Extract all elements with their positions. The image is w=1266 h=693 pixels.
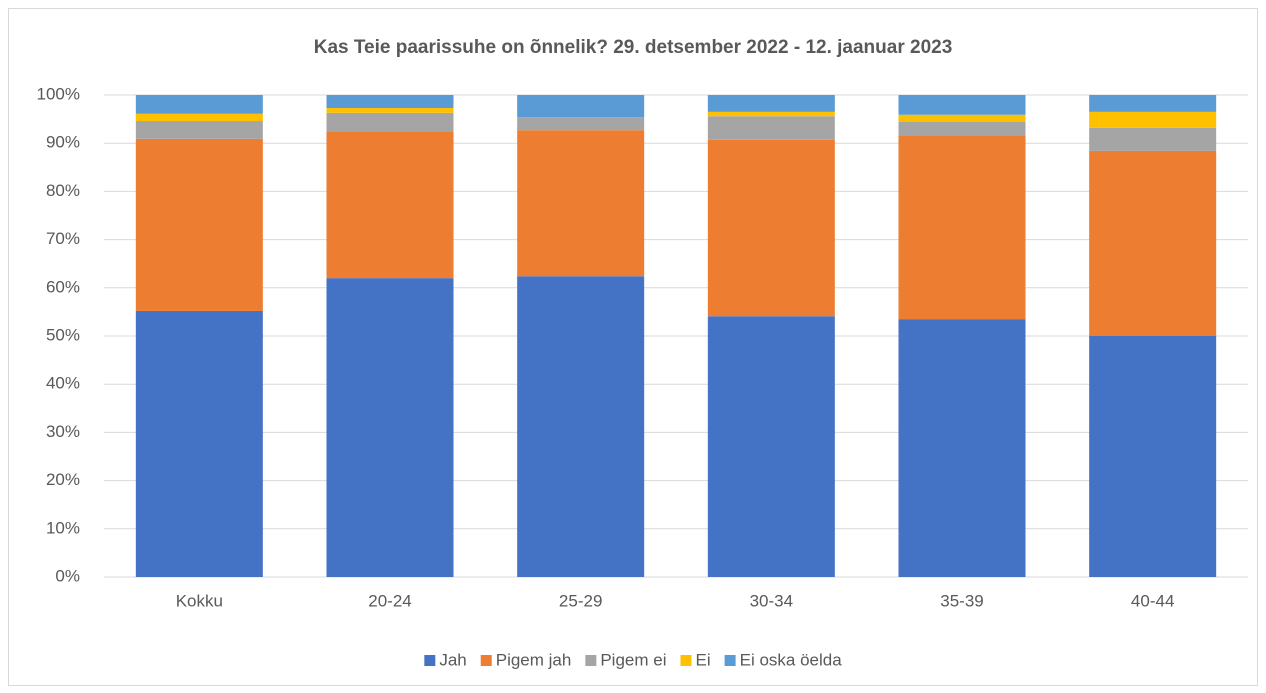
x-tick-label: 25-29: [559, 591, 602, 610]
bar-segment: [326, 108, 454, 113]
bar-segment: [326, 278, 454, 577]
bar-segment: [135, 95, 263, 114]
x-tick-label: 35-39: [940, 591, 983, 610]
bar-segment: [707, 139, 835, 317]
x-tick-label: Kokku: [176, 591, 223, 610]
legend-label: Ei: [695, 650, 710, 669]
y-tick-label: 0%: [55, 566, 80, 585]
x-tick-label: 20-24: [368, 591, 411, 610]
bar-segment: [898, 114, 1026, 122]
bar-segment: [898, 319, 1026, 577]
legend-swatch: [724, 655, 736, 666]
chart-title: Kas Teie paarissuhe on õnnelik? 29. dets…: [314, 37, 953, 58]
y-tick-label: 90%: [46, 133, 80, 152]
bar-segment: [707, 316, 835, 577]
legend-swatch: [424, 655, 436, 666]
bar-segment: [326, 131, 454, 279]
bar-segment: [135, 121, 263, 139]
legend-label: Pigem jah: [496, 650, 572, 669]
bar-segment: [1089, 150, 1217, 336]
legend-swatch: [480, 655, 492, 666]
y-tick-label: 60%: [46, 277, 80, 296]
y-tick-label: 100%: [37, 84, 80, 103]
bar-segment: [326, 95, 454, 109]
y-tick-label: 50%: [46, 325, 80, 344]
y-tick-label: 70%: [46, 229, 80, 248]
bar-segment: [135, 310, 263, 577]
legend-swatch: [680, 655, 692, 666]
legend-label: Ei oska öelda: [740, 650, 843, 669]
bar-segment: [135, 113, 263, 122]
legend-label: Jah: [439, 650, 466, 669]
bar-segment: [1089, 111, 1217, 128]
legend-swatch: [585, 655, 597, 666]
y-tick-label: 20%: [46, 470, 80, 489]
bar-segment: [1089, 95, 1217, 112]
bar-segment: [517, 276, 645, 577]
bar-segment: [517, 117, 645, 131]
x-tick-label: 40-44: [1131, 591, 1174, 610]
bar-segment: [1089, 127, 1217, 151]
bar-segment: [135, 138, 263, 311]
y-tick-label: 80%: [46, 181, 80, 200]
y-tick-label: 30%: [46, 422, 80, 441]
bar-segment: [707, 116, 835, 140]
legend-label: Pigem ei: [600, 650, 666, 669]
bar-segment: [898, 135, 1026, 320]
bar-segment: [898, 95, 1026, 115]
bar-segment: [517, 130, 645, 277]
y-tick-label: 40%: [46, 374, 80, 393]
bar-segment: [326, 112, 454, 132]
bar-segment: [707, 95, 835, 112]
bar-segment: [898, 121, 1026, 136]
bar-segment: [517, 95, 645, 118]
y-tick-label: 10%: [46, 518, 80, 537]
bar-segment: [707, 111, 835, 117]
bar-segment: [1089, 336, 1217, 577]
x-tick-label: 30-34: [750, 591, 793, 610]
